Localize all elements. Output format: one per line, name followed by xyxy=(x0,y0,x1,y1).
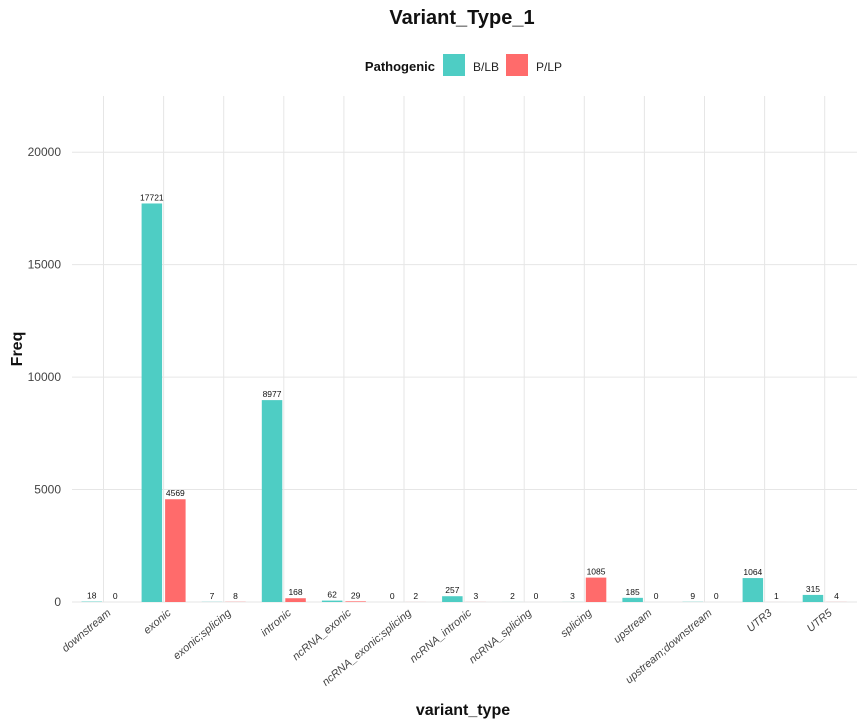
bar-blb xyxy=(802,594,824,602)
bar-plp xyxy=(585,577,607,602)
bar-value-label: 315 xyxy=(806,584,820,594)
bar-value-label: 0 xyxy=(714,591,719,601)
x-tick-label: UTR5 xyxy=(805,607,835,635)
legend-swatch xyxy=(443,54,465,76)
legend-title: Pathogenic xyxy=(365,59,435,74)
y-tick-label: 15000 xyxy=(28,258,62,272)
x-axis-title: variant_type xyxy=(416,702,510,719)
bar-blb xyxy=(261,400,283,602)
bar-value-label: 0 xyxy=(654,591,659,601)
bar-plp xyxy=(345,601,366,602)
bar-value-label: 8 xyxy=(233,591,238,601)
bar-value-label: 1064 xyxy=(743,567,762,577)
y-tick-label: 5000 xyxy=(34,483,61,497)
bar-blb xyxy=(742,578,764,602)
bar-value-label: 0 xyxy=(534,591,539,601)
y-axis-title: Freq xyxy=(9,332,26,367)
grid xyxy=(72,96,857,603)
x-tick-label: splicing xyxy=(558,607,594,640)
legend: Pathogenic B/LB P/LP xyxy=(365,54,562,76)
bar-plp xyxy=(165,499,186,602)
x-tick-label: ncRNA_intronic xyxy=(408,607,475,666)
x-tick-label: downstream xyxy=(60,607,114,655)
bar-value-label: 1 xyxy=(774,591,779,601)
bar-value-label: 0 xyxy=(390,591,395,601)
bar-value-label: 8977 xyxy=(263,389,282,399)
y-axis-ticks: 0 5000 10000 15000 20000 xyxy=(28,145,62,609)
bar-value-label: 257 xyxy=(445,585,459,595)
bar-value-label: 29 xyxy=(351,590,361,600)
bar-value-label: 9 xyxy=(690,591,695,601)
bar-value-label: 62 xyxy=(327,590,337,600)
bar-blb xyxy=(141,203,163,602)
x-tick-label: UTR3 xyxy=(745,607,775,635)
x-tick-label: upstream xyxy=(611,607,654,646)
x-tick-label: ncRNA_exonic xyxy=(290,607,354,663)
bar-value-label: 17721 xyxy=(140,192,164,202)
chart-title: Variant_Type_1 xyxy=(389,7,534,29)
bar-blb xyxy=(442,596,463,602)
bar-value-label: 18 xyxy=(87,591,97,601)
bar-value-label: 4 xyxy=(834,591,839,601)
bar-value-label: 0 xyxy=(113,591,118,601)
bar-value-label: 3 xyxy=(473,591,478,601)
bar-value-label: 1085 xyxy=(587,567,606,577)
bar-blb xyxy=(321,600,343,602)
x-tick-label: ncRNA_splicing xyxy=(467,607,535,667)
bar-value-label: 4569 xyxy=(166,488,185,498)
legend-swatch xyxy=(506,54,528,76)
bars xyxy=(81,203,847,602)
bar-value-label: 7 xyxy=(210,591,215,601)
bar-value-label: 2 xyxy=(413,591,418,601)
bar-value-label: 168 xyxy=(288,587,302,597)
y-tick-label: 20000 xyxy=(28,145,62,159)
x-tick-label: intronic xyxy=(259,607,294,639)
bar-plp xyxy=(285,598,306,602)
data-labels: 18 17721 7 8977 62 0 257 2 3 185 9 1064 315 0 4569 8 168… xyxy=(87,192,839,601)
legend-label: P/LP xyxy=(536,60,562,74)
bar-blb xyxy=(622,597,643,602)
y-tick-label: 10000 xyxy=(28,370,62,384)
x-tick-label: exonic xyxy=(141,607,173,637)
legend-label: B/LB xyxy=(473,60,499,74)
bar-value-label: 2 xyxy=(510,591,515,601)
bar-value-label: 185 xyxy=(626,587,640,597)
x-tick-label: exonic;splicing xyxy=(171,607,234,663)
bar-value-label: 3 xyxy=(570,591,575,601)
y-tick-label: 0 xyxy=(54,595,61,609)
